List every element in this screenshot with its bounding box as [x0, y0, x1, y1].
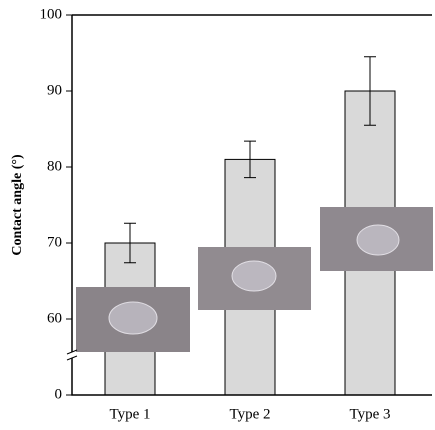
droplet: [231, 260, 277, 292]
error-bar: [124, 222, 136, 264]
axes: [71, 14, 432, 396]
error-bars: 0 60 70 80 90 100: [40, 6, 432, 402]
y-tick-label: 80: [47, 158, 62, 174]
droplet: [356, 224, 400, 256]
error-bar: [364, 56, 376, 126]
y-tick-label: 60: [47, 310, 62, 326]
y-tick-label: 90: [47, 82, 62, 98]
y-tick-label: 100: [40, 6, 63, 22]
error-bar: [244, 140, 256, 179]
y-tick-label: 70: [47, 234, 62, 250]
droplet: [108, 301, 158, 335]
y-tick-label: 0: [55, 386, 63, 402]
x-tick-label: Type 2: [229, 406, 270, 422]
x-tick-label: Type 1: [109, 406, 150, 422]
axis-break-gap: [67, 352, 77, 358]
axis-break: [66, 349, 78, 361]
droplet-photos: [76, 207, 433, 352]
x-tick-label: Type 3: [349, 406, 390, 422]
y-axis-label: Contact angle (°): [10, 154, 25, 256]
